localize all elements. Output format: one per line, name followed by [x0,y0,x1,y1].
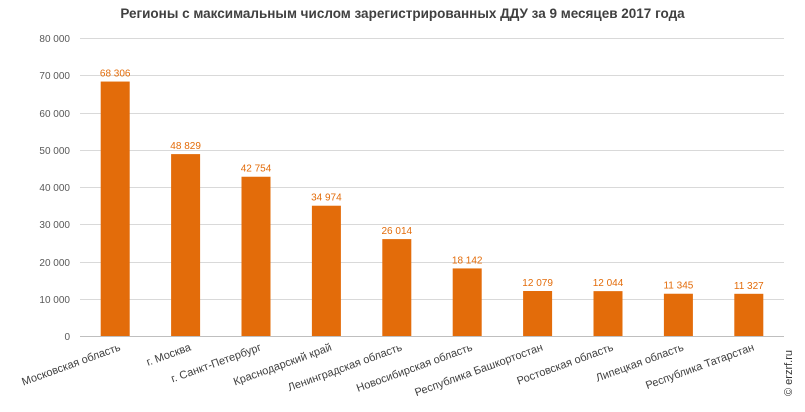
y-tick-label: 40 000 [39,183,70,194]
bar [171,154,201,336]
data-label: 11 345 [663,281,693,292]
bar [593,291,623,336]
gridlines [80,38,784,337]
data-label: 42 754 [241,164,272,175]
bar [241,176,271,336]
bars [100,81,764,336]
x-tick-label: г. Москва [145,341,193,368]
bar [523,291,553,336]
bar [452,268,482,336]
y-axis-ticks: 0 10 000 20 000 30 000 40 000 50 000 60 000 70 … [39,34,70,343]
y-tick-label: 70 000 [39,71,70,82]
y-tick-label: 50 000 [39,146,70,157]
data-label: 34 974 [311,193,342,204]
y-tick-label: 20 000 [39,258,70,269]
bar [663,293,693,336]
bar [382,239,412,336]
bar [734,293,764,336]
bar [311,205,341,336]
data-label: 12 044 [593,278,624,289]
y-tick-label: 60 000 [39,109,70,120]
x-tick-label: Республика Башкортостан [413,342,544,400]
data-label: 12 079 [522,278,553,289]
data-label: 68 306 [100,69,131,80]
y-tick-label: 10 000 [39,295,70,306]
x-tick-label: Московская область [20,341,122,388]
copyright-watermark: © erzrf.ru [783,350,795,396]
data-label: 11 327 [734,281,764,292]
chart-title: Регионы с максимальным числом зарегистри… [120,6,685,21]
y-tick-label: 30 000 [39,220,70,231]
y-tick-label: 0 [64,332,70,343]
x-tick-label: Ленинградская область [286,341,404,394]
y-tick-label: 80 000 [39,34,70,45]
data-labels: 68 306 48 829 42 754 34 974 26 014 18 142 12 0… [100,69,764,292]
data-label: 26 014 [382,226,413,237]
data-label: 18 142 [452,255,483,266]
bar [100,81,130,336]
data-label: 48 829 [170,141,201,152]
